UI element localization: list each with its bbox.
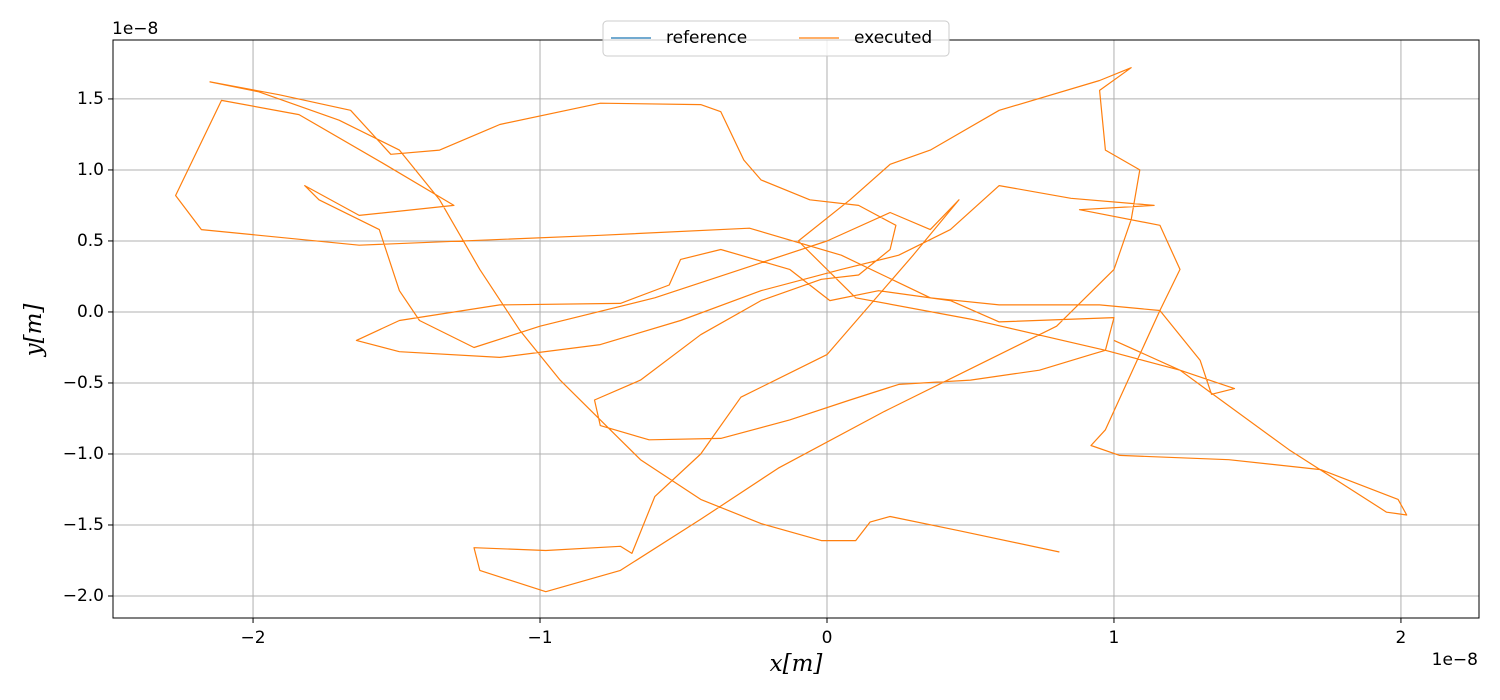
legend-label: reference — [666, 28, 747, 48]
x-offset-label: 1e−8 — [1432, 650, 1478, 670]
y-tick-label: −2.0 — [63, 586, 104, 606]
x-axis-label: x[m] — [770, 651, 823, 677]
x-tick-label: −1 — [527, 628, 552, 648]
x-tick-label: 1 — [1109, 628, 1120, 648]
legend-label: executed — [854, 28, 932, 48]
data-line — [175, 67, 1408, 593]
y-tick-label: 1.5 — [77, 89, 104, 109]
y-tick-label: 1.0 — [77, 160, 104, 180]
axes-frame — [112, 39, 1480, 619]
y-tick-label: −1.0 — [63, 444, 104, 464]
x-tick-label: −2 — [241, 628, 266, 648]
y-axis-label: y[m] — [21, 304, 47, 358]
y-tick-label: −0.5 — [63, 373, 104, 393]
y-offset-label: 1e−8 — [112, 19, 158, 39]
legend-box — [602, 20, 950, 57]
x-tick-label: 2 — [1396, 628, 1407, 648]
y-tick-label: −1.5 — [63, 515, 104, 535]
y-tick-label: 0.5 — [77, 231, 104, 251]
x-tick-label: 0 — [822, 628, 833, 648]
y-tick-label: 0.0 — [77, 302, 104, 322]
